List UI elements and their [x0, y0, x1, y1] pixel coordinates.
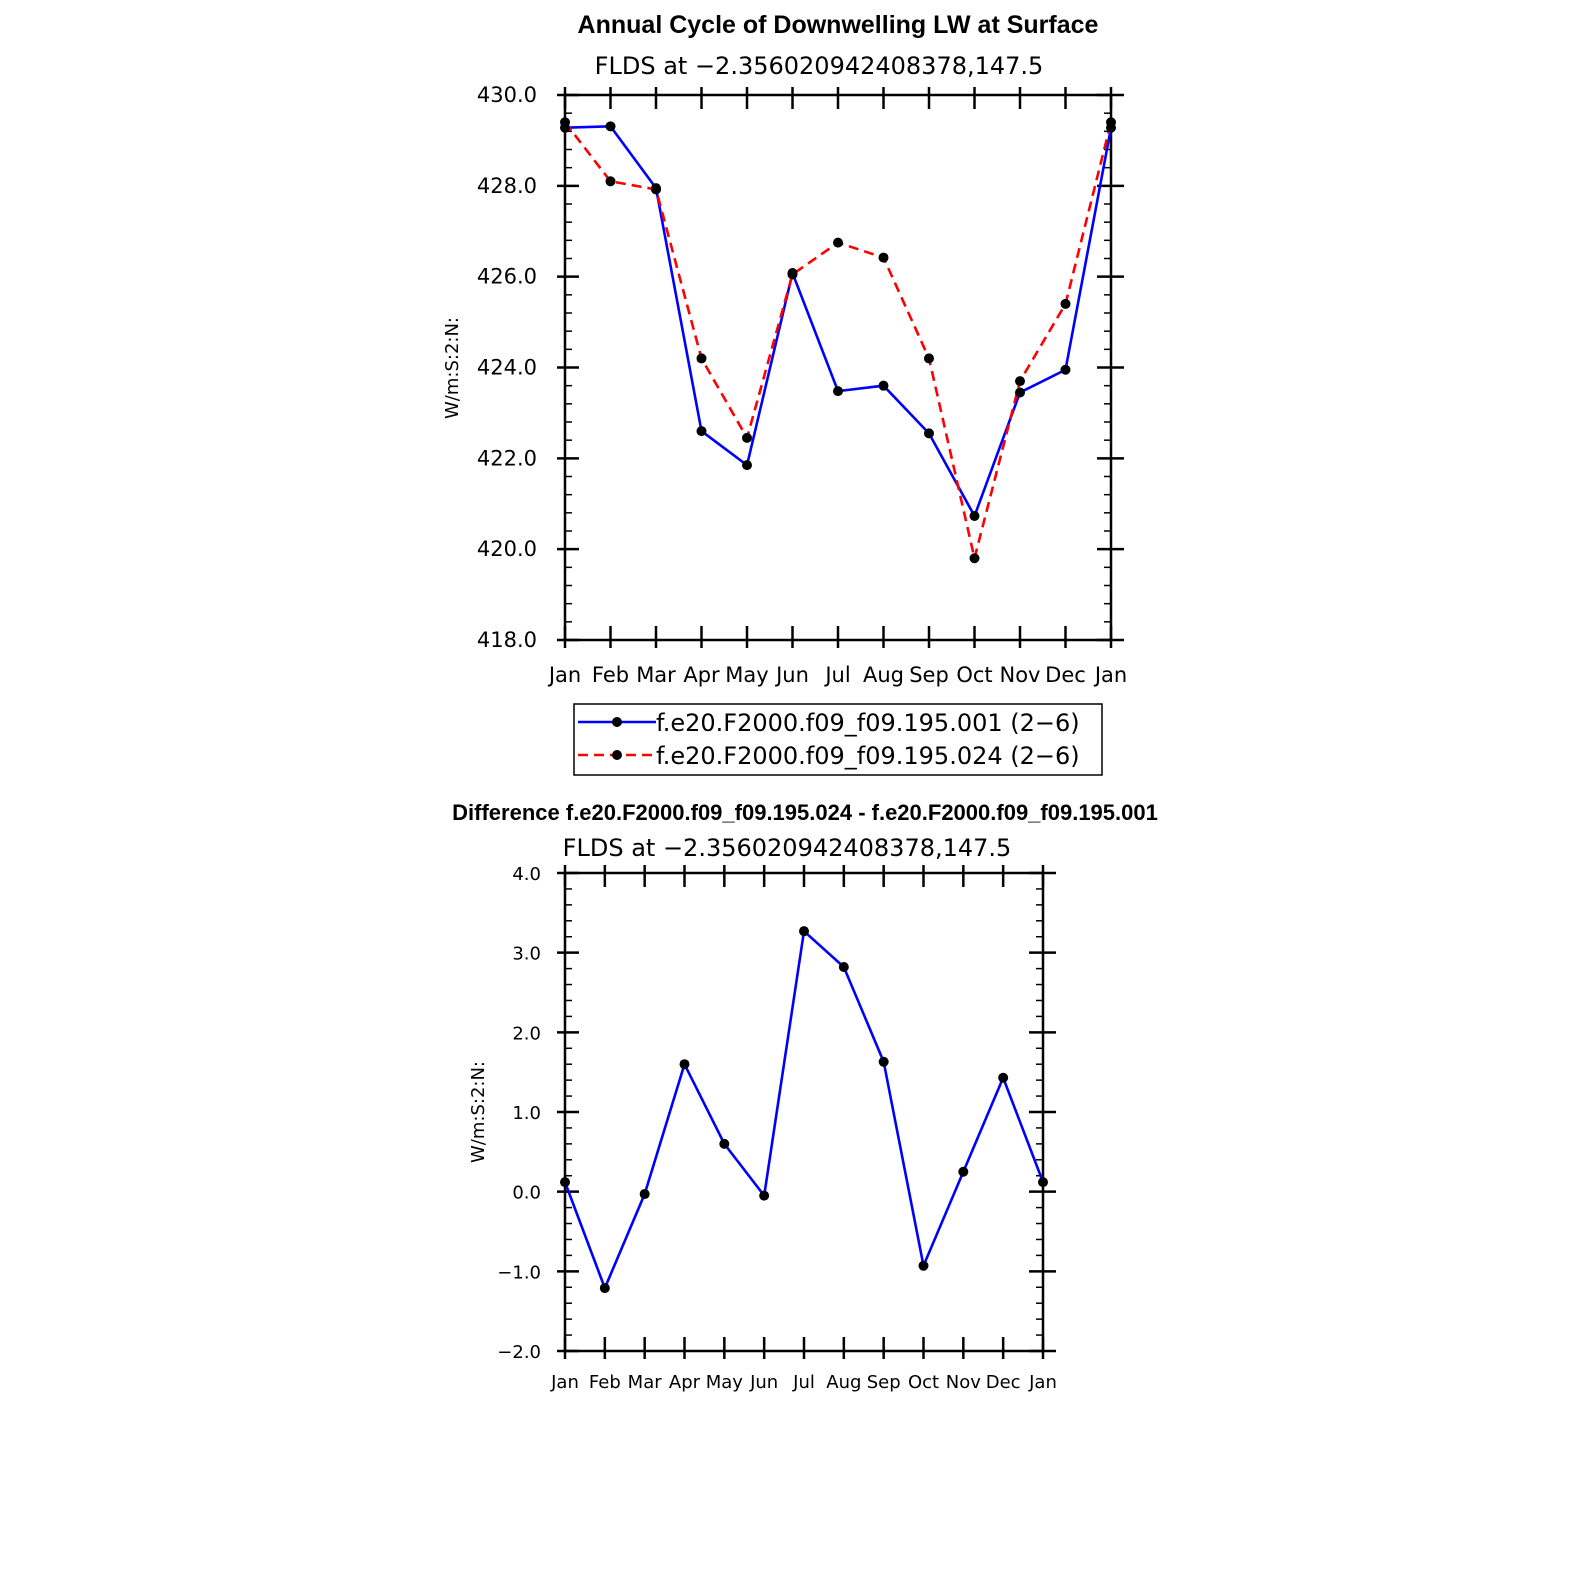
series-line [563, 121, 1113, 559]
x-tick-label: Feb [592, 663, 629, 687]
y-tick-label: 422.0 [477, 446, 537, 470]
data-point [1060, 298, 1071, 309]
data-point [878, 380, 889, 391]
x-tick-label: Oct [908, 1372, 939, 1393]
x-tick-label: Dec [986, 1372, 1021, 1393]
data-point [1038, 1177, 1048, 1188]
data-point [742, 460, 752, 471]
x-tick-label: Mar [636, 663, 676, 687]
data-point [1015, 376, 1025, 387]
x-tick-label: May [706, 1372, 744, 1393]
data-point [958, 1166, 969, 1177]
data-point [833, 386, 843, 397]
data-point [924, 428, 934, 439]
x-tick-label: Jan [550, 1372, 579, 1393]
y-axis-label: W/m:S:2:N: [468, 1061, 489, 1163]
legend-marker-024 [612, 750, 622, 760]
chart-title: Difference f.e20.F2000.f09_f09.195.024 -… [452, 800, 1158, 825]
legend-entry-024: f.e20.F2000.f09_f09.195.024 (2−6) [656, 742, 1080, 770]
legend-box [573, 703, 1103, 776]
plot-frame [563, 871, 1045, 1353]
x-tick-label: Sep [867, 1372, 901, 1393]
data-point [560, 1177, 570, 1188]
x-tick-label: Feb [589, 1372, 621, 1393]
data-point [742, 432, 752, 443]
legend-entry-001: f.e20.F2000.f09_f09.195.001 (2−6) [656, 709, 1080, 737]
y-tick-label: 420.0 [477, 537, 537, 561]
data-point [696, 426, 707, 437]
x-tick-label: May [725, 663, 768, 687]
x-tick-label: Jul [823, 663, 850, 687]
data-point [679, 1059, 690, 1070]
data-point [560, 117, 570, 128]
data-point [998, 1072, 1009, 1083]
x-tick-label: Apr [683, 663, 720, 687]
x-tick-label: Jul [792, 1372, 815, 1393]
x-tick-label: Aug [863, 663, 904, 687]
x-tick-label: Dec [1045, 663, 1086, 687]
chart-title: Annual Cycle of Downwelling LW at Surfac… [578, 11, 1099, 39]
data-point [651, 184, 661, 195]
data-point [878, 252, 889, 263]
data-point [639, 1189, 650, 1200]
x-tick-label: Nov [946, 1372, 981, 1393]
y-tick-label: 3.0 [512, 944, 541, 965]
x-tick-label: Jan [1028, 1372, 1057, 1393]
data-point [969, 511, 980, 522]
y-tick-label: 428.0 [477, 174, 537, 198]
x-tick-label: Mar [628, 1372, 663, 1393]
annual-cycle-chart: Annual Cycle of Downwelling LW at Surfac… [442, 11, 1127, 776]
x-tick-label: Sep [909, 663, 949, 687]
y-tick-label: 424.0 [477, 356, 537, 380]
data-point [599, 1283, 610, 1294]
y-tick-label: 0.0 [512, 1183, 541, 1204]
y-tick-label: 1.0 [512, 1103, 541, 1124]
y-tick-label: 2.0 [512, 1023, 541, 1044]
data-point [759, 1190, 770, 1201]
data-point [787, 269, 798, 280]
series-line [564, 125, 1113, 520]
y-tick-label: 4.0 [512, 864, 541, 885]
data-point [1060, 364, 1071, 375]
series-line [563, 928, 1045, 1292]
legend: f.e20.F2000.f09_f09.195.001 (2−6) f.e20.… [573, 703, 1103, 776]
y-axis-label: W/m:S:2:N: [442, 317, 463, 419]
x-tick-label: Oct [956, 663, 992, 687]
data-point [924, 353, 934, 364]
x-tick-label: Jan [1093, 663, 1127, 687]
data-point [696, 353, 707, 364]
data-point [1106, 117, 1116, 128]
difference-chart: Difference f.e20.F2000.f09_f09.195.024 -… [452, 800, 1158, 1393]
data-point [1015, 387, 1025, 398]
data-point [605, 121, 616, 132]
y-tick-label: 418.0 [477, 628, 537, 652]
data-point [878, 1056, 889, 1067]
data-point [918, 1260, 929, 1271]
y-tick-label: −2.0 [497, 1342, 541, 1363]
plot-frame [563, 93, 1113, 642]
data-point [838, 962, 849, 973]
x-tick-label: Jan [547, 663, 581, 687]
chart-subtitle: FLDS at −2.356020942408378,147.5 [563, 834, 1012, 862]
x-tick-label: Jun [749, 1372, 778, 1393]
data-point [799, 926, 809, 937]
x-tick-label: Apr [669, 1372, 701, 1393]
y-tick-label: 430.0 [477, 83, 537, 107]
legend-marker-001 [612, 717, 622, 727]
data-point [719, 1138, 730, 1149]
x-tick-label: Jun [774, 663, 809, 687]
y-tick-label: 426.0 [477, 265, 537, 289]
data-point [833, 237, 843, 248]
x-tick-label: Aug [826, 1372, 861, 1393]
y-tick-label: −1.0 [497, 1262, 541, 1283]
data-point [969, 553, 980, 564]
data-point [605, 176, 616, 187]
chart-subtitle: FLDS at −2.356020942408378,147.5 [595, 52, 1044, 80]
x-tick-label: Nov [1000, 663, 1041, 687]
